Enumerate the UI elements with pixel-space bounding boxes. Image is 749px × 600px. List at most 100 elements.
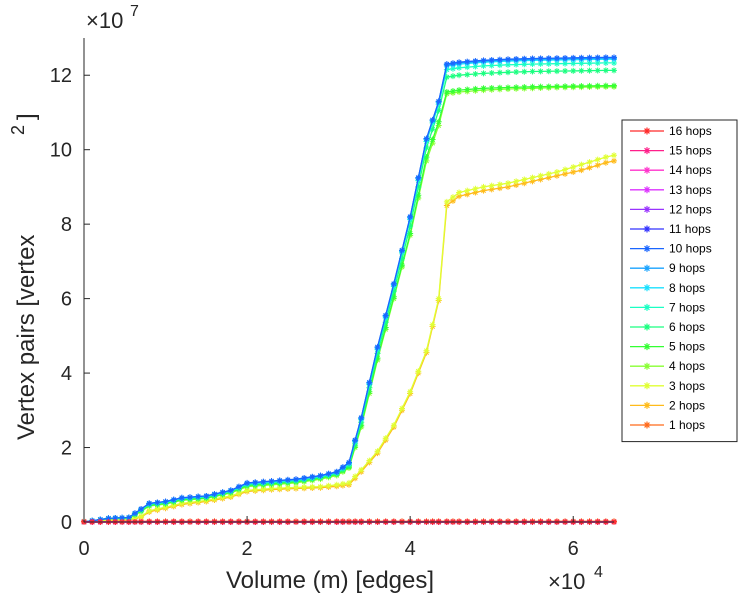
legend-item: 16 hops bbox=[630, 124, 712, 138]
series-marker bbox=[488, 62, 495, 69]
series-marker bbox=[570, 169, 577, 176]
series-marker bbox=[162, 498, 169, 505]
series-marker bbox=[415, 174, 422, 181]
series-marker bbox=[472, 57, 479, 64]
series-marker bbox=[317, 483, 324, 490]
y-tick-label: 0 bbox=[61, 512, 72, 534]
series-6-hops bbox=[81, 67, 617, 525]
series-marker bbox=[602, 82, 609, 89]
series-marker bbox=[252, 479, 259, 486]
legend-label: 14 hops bbox=[669, 163, 712, 177]
legend-label: 1 hops bbox=[669, 418, 705, 432]
series-marker bbox=[505, 183, 511, 190]
series-marker bbox=[464, 64, 471, 71]
series-marker bbox=[513, 69, 520, 76]
series-marker bbox=[366, 384, 373, 391]
series-marker bbox=[578, 67, 585, 74]
series-marker bbox=[602, 54, 609, 61]
series-marker bbox=[423, 135, 430, 142]
series-marker bbox=[521, 84, 528, 91]
legend-item: 3 hops bbox=[630, 379, 705, 393]
series-marker bbox=[521, 55, 528, 62]
series-marker bbox=[488, 69, 495, 76]
series-marker bbox=[480, 57, 487, 64]
series-marker bbox=[399, 255, 405, 262]
x-multiplier-exp: 4 bbox=[594, 564, 603, 581]
series-marker bbox=[537, 172, 544, 179]
series-marker bbox=[235, 483, 242, 490]
series-marker bbox=[611, 152, 617, 159]
series-marker bbox=[472, 63, 479, 70]
series-marker bbox=[537, 83, 544, 90]
legend-item: 9 hops bbox=[630, 261, 705, 275]
series-marker bbox=[435, 122, 442, 129]
series-marker bbox=[602, 59, 609, 66]
series-marker bbox=[505, 56, 511, 63]
series-marker bbox=[537, 60, 544, 67]
series-marker bbox=[119, 514, 126, 521]
series-line bbox=[83, 62, 614, 523]
y-multiplier-exp: 7 bbox=[130, 3, 139, 20]
series-line bbox=[83, 57, 614, 523]
series-8-hops bbox=[81, 56, 617, 525]
series-marker bbox=[423, 154, 430, 161]
series-marker bbox=[570, 67, 577, 74]
series-marker bbox=[252, 486, 259, 493]
series-9-hops bbox=[81, 55, 617, 525]
series-marker bbox=[594, 54, 601, 61]
x-multiplier: ×10 4 bbox=[548, 564, 603, 594]
series-marker bbox=[456, 72, 463, 79]
series-marker bbox=[505, 69, 511, 76]
y-tick-label: 2 bbox=[61, 438, 72, 460]
series-marker bbox=[195, 493, 202, 500]
series-marker bbox=[562, 83, 569, 90]
series-marker bbox=[505, 61, 511, 68]
series-marker bbox=[496, 185, 503, 192]
series-marker bbox=[456, 64, 463, 71]
series-7-hops bbox=[81, 59, 617, 525]
series-marker bbox=[276, 485, 283, 492]
series-marker bbox=[594, 156, 601, 163]
series-marker bbox=[390, 288, 397, 295]
series-marker bbox=[496, 84, 503, 91]
series-marker bbox=[488, 56, 495, 63]
series-marker bbox=[154, 499, 161, 506]
legend-swatch-marker bbox=[643, 421, 651, 429]
series-marker bbox=[260, 478, 267, 485]
series-marker bbox=[480, 62, 487, 69]
series-marker bbox=[339, 464, 346, 471]
legend-item: 6 hops bbox=[630, 320, 705, 334]
series-marker bbox=[366, 388, 373, 395]
series-marker bbox=[594, 82, 601, 89]
legend-item: 14 hops bbox=[630, 163, 712, 177]
y-tick-label: 10 bbox=[50, 140, 72, 162]
series-marker bbox=[407, 230, 414, 237]
series-marker bbox=[423, 157, 430, 164]
y-axis-label: Vertex pairs [vertex 2 ] bbox=[8, 113, 40, 440]
y-axis-label-text: Vertex pairs [vertex bbox=[13, 235, 40, 440]
legend-label: 7 hops bbox=[669, 300, 705, 314]
series-marker bbox=[464, 187, 471, 194]
legend-label: 11 hops bbox=[669, 222, 711, 236]
axes bbox=[83, 38, 614, 523]
series-marker bbox=[268, 478, 275, 485]
x-axis-label: Volume (m) [edges] bbox=[226, 567, 434, 594]
series-marker bbox=[553, 55, 560, 62]
series-line bbox=[83, 56, 614, 523]
plot-lines bbox=[81, 54, 617, 525]
series-marker bbox=[521, 180, 528, 187]
legend-item: 8 hops bbox=[630, 281, 705, 295]
series-marker bbox=[586, 159, 593, 166]
series-marker bbox=[578, 54, 585, 61]
legend-item: 13 hops bbox=[630, 183, 712, 197]
series-marker bbox=[423, 144, 430, 151]
series-marker bbox=[423, 347, 430, 354]
series-marker bbox=[235, 490, 242, 497]
series-marker bbox=[464, 191, 471, 198]
legend-swatch-marker bbox=[643, 205, 651, 213]
series-marker bbox=[611, 59, 617, 66]
series-marker bbox=[293, 476, 299, 483]
series-marker bbox=[545, 174, 552, 181]
series-marker bbox=[415, 192, 422, 199]
series-marker bbox=[429, 140, 436, 147]
